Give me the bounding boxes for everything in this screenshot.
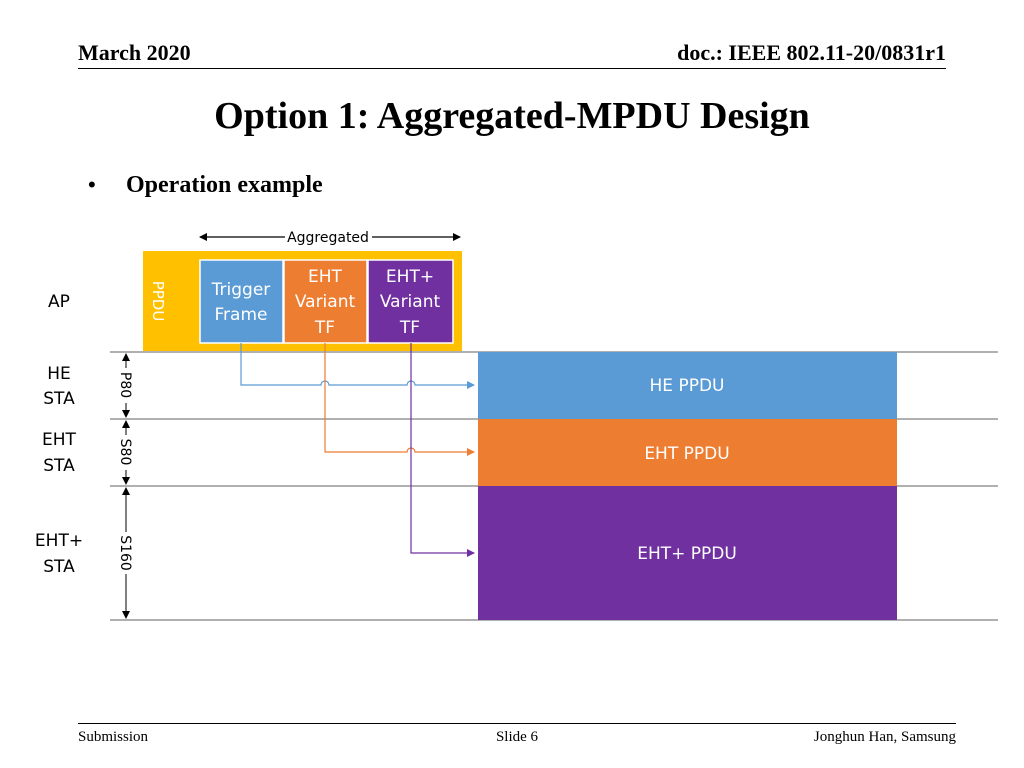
footer-submission: Submission (78, 729, 149, 745)
bandwidth-s80: S80 (117, 420, 133, 485)
trigger-frame-line1: Trigger (211, 280, 271, 300)
row-label-eht-1: EHT (42, 430, 77, 450)
footer-slide-number: Slide 6 (495, 729, 539, 745)
row-label-he-1: HE (47, 364, 71, 384)
bullet-text: Operation example (126, 172, 323, 198)
ehtplus-variant-tf-line1: EHT+ (386, 267, 434, 287)
footer-rule (78, 723, 956, 724)
bullet-marker: • (88, 172, 96, 197)
eht-variant-tf-line2: Variant (295, 292, 356, 312)
ehtplus-tf-to-ehtplus-arrow (410, 343, 475, 557)
ehtplus-variant-tf-line2: Variant (380, 292, 441, 312)
bandwidth-s160: S160 (117, 487, 133, 619)
ehtplus-ppdu-block (478, 486, 897, 620)
eht-ppdu-label: EHT PPDU (644, 444, 729, 464)
eht-tf-to-eht-arrow (324, 343, 475, 456)
row-label-ehtplus-1: EHT+ (35, 531, 83, 551)
header-date: March 2020 (78, 40, 191, 65)
eht-ppdu-block (478, 419, 897, 486)
row-label-he-2: STA (43, 389, 75, 409)
bandwidth-p80-label: P80 (117, 372, 133, 398)
header-doc-id: doc.: IEEE 802.11-20/0831r1 (677, 40, 946, 65)
eht-variant-tf-line1: EHT (308, 267, 343, 287)
footer-author: Jonghun Han, Samsung (813, 729, 956, 745)
header-rule (78, 68, 946, 69)
slide-title: Option 1: Aggregated-MPDU Design (214, 95, 810, 137)
row-label-ap: AP (48, 292, 70, 312)
eht-variant-tf-line3: TF (314, 318, 335, 338)
trigger-frame-box (199, 259, 284, 344)
bandwidth-s80-label: S80 (117, 439, 133, 466)
row-label-ehtplus-2: STA (43, 557, 75, 577)
ehtplus-ppdu-label: EHT+ PPDU (637, 544, 737, 564)
aggregated-label: Aggregated (287, 230, 369, 246)
bandwidth-p80: P80 (117, 353, 133, 418)
row-label-eht-2: STA (43, 456, 75, 476)
trigger-to-he-arrow (240, 343, 475, 389)
ehtplus-variant-tf-line3: TF (399, 318, 420, 338)
he-ppdu-block (478, 352, 897, 419)
aggregated-span-arrow: Aggregated (199, 230, 461, 246)
trigger-frame-line2: Frame (215, 305, 268, 325)
he-ppdu-label: HE PPDU (650, 376, 725, 396)
bandwidth-s160-label: S160 (117, 535, 133, 571)
ppdu-label: PPDU (149, 281, 167, 322)
